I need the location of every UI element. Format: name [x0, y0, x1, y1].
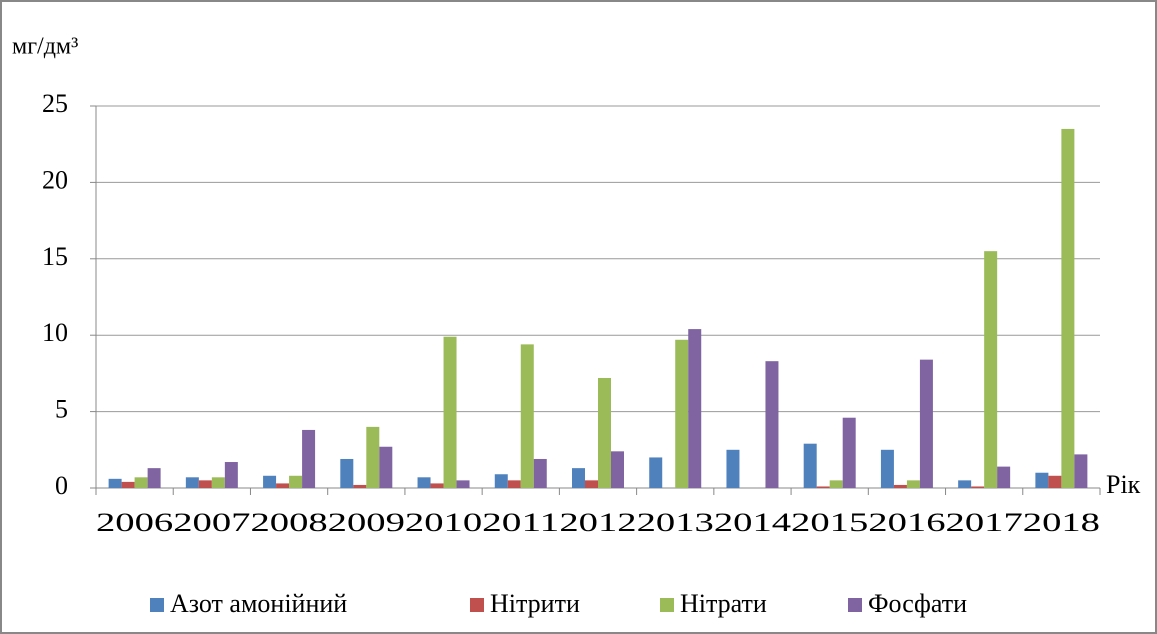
bar	[494, 474, 508, 488]
x-tick-label: 2018	[1023, 508, 1100, 537]
bar	[1074, 454, 1088, 488]
bar	[611, 451, 624, 488]
legend-label: Азот амонійний	[170, 589, 347, 618]
bar	[675, 339, 689, 488]
bar	[829, 480, 843, 488]
x-tick-label: 2016	[868, 508, 945, 537]
bar	[880, 449, 894, 488]
bar	[211, 477, 225, 488]
x-tick-label: 2007	[173, 508, 250, 537]
bar	[842, 417, 856, 488]
bar	[1035, 472, 1049, 488]
bar	[958, 480, 972, 488]
y-tick-label: 15	[42, 242, 68, 271]
bar	[366, 426, 380, 488]
bar	[353, 484, 367, 488]
x-tick-label: 2015	[791, 508, 868, 537]
x-tick-label: 2014	[714, 508, 791, 537]
bar	[585, 480, 598, 488]
bar	[971, 486, 985, 488]
x-tick-label: 2006	[96, 508, 173, 537]
bar	[198, 480, 212, 488]
bar	[997, 466, 1011, 488]
bar	[134, 477, 148, 488]
bar	[984, 251, 998, 488]
legend-swatch	[470, 598, 484, 612]
bar	[765, 361, 779, 488]
x-tick-label: 2010	[405, 508, 482, 537]
bar	[726, 449, 740, 488]
y-axis-label: мг/дм³	[12, 34, 78, 60]
y-tick-label: 20	[42, 165, 68, 194]
x-tick-label: 2012	[559, 508, 636, 537]
bar	[430, 483, 444, 488]
bar	[443, 336, 457, 488]
legend-label: Нітрити	[490, 589, 580, 618]
bar	[340, 458, 354, 488]
bar	[688, 329, 702, 488]
x-tick-label: 2008	[250, 508, 327, 537]
legend-swatch	[150, 598, 164, 612]
bar	[520, 344, 534, 488]
bar	[379, 446, 393, 488]
bar	[803, 443, 817, 488]
legend-label: Нітрати	[680, 589, 767, 618]
bar	[1048, 475, 1062, 488]
bar	[906, 480, 920, 488]
bar	[121, 481, 135, 488]
x-tick-label: 2017	[946, 508, 1023, 537]
bar	[456, 480, 470, 488]
bar	[572, 468, 585, 488]
bar	[302, 429, 316, 488]
y-tick-label: 0	[55, 471, 68, 500]
bar	[147, 468, 161, 488]
bar	[919, 359, 933, 488]
bar	[598, 377, 611, 488]
bar	[289, 475, 303, 488]
legend-label: Фосфати	[868, 589, 967, 618]
x-tick-label: 2013	[637, 508, 714, 537]
x-tick-label: 2009	[328, 508, 405, 537]
x-tick-label: 2011	[482, 508, 559, 537]
bar	[224, 462, 238, 488]
y-tick-label: 10	[42, 318, 68, 347]
bar	[893, 484, 907, 488]
bar	[533, 458, 547, 488]
legend-swatch	[660, 598, 674, 612]
legend-swatch	[848, 598, 862, 612]
bar	[649, 457, 663, 488]
bar	[507, 480, 521, 488]
bar	[263, 475, 277, 488]
bar	[1061, 128, 1075, 489]
y-tick-label: 5	[55, 395, 68, 424]
bar	[108, 478, 122, 488]
bar	[417, 477, 431, 488]
x-axis-label: Рік	[1106, 470, 1141, 499]
bar	[276, 483, 290, 488]
bar	[816, 486, 830, 488]
y-tick-label: 25	[42, 89, 68, 118]
bar	[185, 477, 199, 488]
